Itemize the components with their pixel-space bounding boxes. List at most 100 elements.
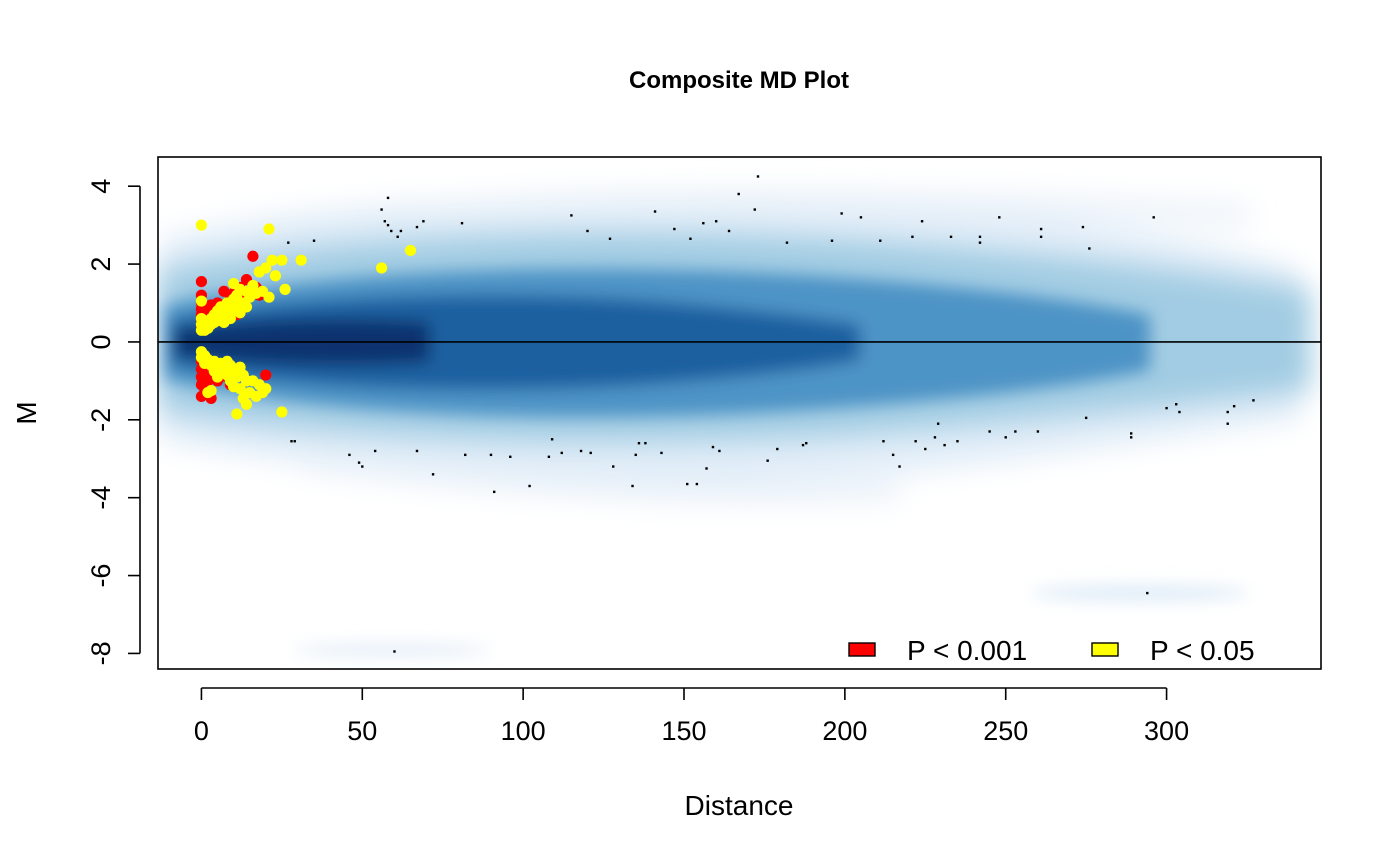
point-p05 [295,254,307,266]
background-point [718,449,721,453]
background-point [1129,436,1133,439]
x-tick-label: 100 [501,716,546,746]
background-point [380,208,383,211]
point-p05 [269,270,282,282]
background-point [373,449,377,453]
background-point [399,229,403,233]
background-point [705,467,708,470]
y-tick-label: -2 [86,408,116,432]
point-p001 [247,250,259,262]
y-tick-label: -8 [86,641,116,665]
background-point [898,465,901,468]
chart-title: Composite MD Plot [629,67,849,94]
background-point [660,451,663,455]
point-p05 [266,254,278,266]
point-p001 [195,275,208,288]
background-point [891,453,895,457]
background-point [933,436,937,439]
legend-swatch-p05 [1091,642,1119,657]
background-point [386,196,390,200]
point-p05 [279,283,291,295]
background-point [859,216,863,219]
background-point [528,484,531,488]
background-point [586,229,589,233]
point-p001 [260,369,272,381]
point-p05 [260,262,272,274]
background-point [637,441,641,445]
background-point [978,235,982,239]
y-tick-label: 4 [86,179,116,194]
plot-frame [157,156,1322,670]
point-p05 [234,383,246,395]
background-point [1129,432,1133,435]
y-axis: 4 2 0 -2 -4 -6 -8 [86,179,141,665]
background-point [711,445,715,449]
point-p05 [263,223,275,235]
point-p05 [231,408,243,420]
background-point [589,451,592,455]
background-point [714,220,718,223]
background-point [1152,216,1155,219]
background-point [550,438,554,441]
background-point [879,239,882,242]
background-point [348,453,351,457]
x-axis-label: Distance [685,790,794,821]
background-point [464,453,467,457]
point-p001 [218,285,230,297]
background-point [956,440,959,443]
point-p05 [263,291,275,303]
point-p05 [404,244,417,257]
background-point [785,241,789,244]
background-point [756,175,760,178]
background-point [1226,422,1229,425]
background-point [911,235,914,239]
background-point [801,443,805,447]
background-point [422,220,425,223]
background-point [924,447,927,451]
background-point [695,482,699,486]
point-p05 [276,254,288,266]
legend-label-p05: P < 0.05 [1150,635,1255,666]
point-p05 [240,301,253,313]
background-point [579,449,583,453]
background-point [361,465,364,468]
background-point [415,225,419,229]
x-tick-label: 250 [983,716,1028,746]
background-point [1039,227,1043,231]
background-point [489,453,493,457]
background-point [1004,436,1007,439]
background-point [920,220,924,223]
background-point [290,440,293,443]
background-point [560,451,563,455]
background-point [943,443,946,447]
point-p05 [260,383,272,395]
background-point [689,237,692,240]
y-tick-label: 2 [86,257,116,272]
background-point [702,221,705,225]
background-point [312,239,316,242]
point-p05 [276,406,288,418]
density-blob-lower-right [1030,585,1250,601]
point-p05 [205,385,217,397]
density-layer [160,190,1310,657]
background-point [1226,410,1229,414]
points-layer [195,175,1255,653]
density-blob-bottom [292,643,492,657]
density-upper-band [420,190,1250,228]
background-point [776,447,779,451]
background-point [1178,410,1181,414]
background-point [1252,399,1255,402]
background-point [393,650,396,653]
density-lower-band [300,450,900,504]
x-tick-label: 300 [1144,716,1189,746]
background-point [1232,404,1236,408]
background-point [631,484,634,488]
background-point [914,440,917,443]
x-tick-label: 50 [347,716,377,746]
legend-swatch-p001 [848,642,876,657]
legend-label-p001: P < 0.001 [907,635,1027,666]
point-p05 [240,398,253,410]
background-point [737,192,740,196]
x-tick-label: 150 [661,716,706,746]
